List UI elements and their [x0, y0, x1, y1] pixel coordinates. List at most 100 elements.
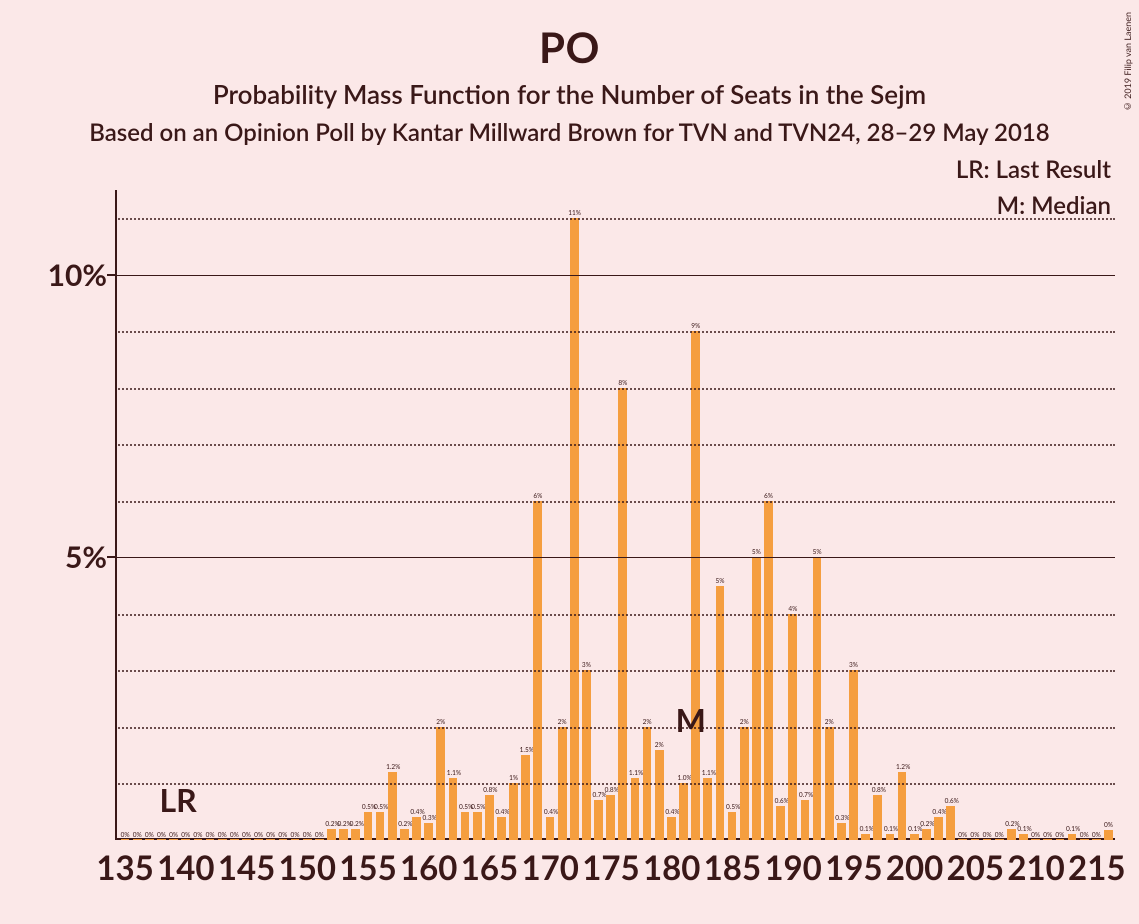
bar-slot: 0.8% [872, 190, 884, 840]
bar [339, 829, 348, 840]
bar-value-label: 0% [1102, 822, 1114, 829]
bar-value-label: 1.2% [386, 764, 398, 771]
bar-value-label: 0.1% [884, 826, 896, 833]
bar-slot: 0% [1090, 190, 1102, 840]
bar-slot: 0.6% [945, 190, 957, 840]
bar-slot: 0.5% [471, 190, 483, 840]
bar [691, 331, 700, 840]
bar [121, 839, 130, 840]
bar-value-label: 1.5% [520, 747, 532, 754]
bar-value-label: 0.6% [945, 798, 957, 805]
bar [983, 839, 992, 840]
bar-value-label: 5% [714, 578, 726, 585]
bar-value-label: 6% [532, 493, 544, 500]
bar-value-label: 0% [119, 832, 131, 839]
y-tick-label: 5% [65, 539, 107, 575]
bar [801, 800, 810, 840]
x-tick-label: 205 [947, 848, 1004, 888]
bar-slot: 4% [787, 190, 799, 840]
bar-slot: 0.5% [362, 190, 374, 840]
bar-slot: 0% [180, 190, 192, 840]
bar-slot: 6% [532, 190, 544, 840]
bar-value-label: 0.7% [799, 792, 811, 799]
bar-slot: 0.2% [338, 190, 350, 840]
bar-value-label: 0% [1042, 832, 1054, 839]
gridline-minor [115, 388, 1115, 390]
bar-value-label: 0% [192, 832, 204, 839]
bar-value-label: 2% [641, 719, 653, 726]
bar [351, 829, 360, 840]
x-tick-label: 165 [461, 848, 518, 888]
bar-value-label: 0% [301, 832, 313, 839]
bar-slot: 0% [1054, 190, 1066, 840]
bar-slot: 2% [435, 190, 447, 840]
bar-slot: 0% [155, 190, 167, 840]
bar-slot: 0% [240, 190, 252, 840]
bar-value-label: 4% [787, 606, 799, 613]
gridline-minor [115, 444, 1115, 446]
gridline-major [115, 275, 1115, 276]
bar [509, 783, 518, 840]
bar-slot: 1% [508, 190, 520, 840]
bar-slot: 0% [131, 190, 143, 840]
bar [546, 817, 555, 840]
bar-value-label: 0% [168, 832, 180, 839]
bar-value-label: 2% [738, 719, 750, 726]
bar-slot: 0.1% [1066, 190, 1078, 840]
bar [497, 817, 506, 840]
bar [266, 839, 275, 840]
bar-value-label: 0.7% [592, 792, 604, 799]
bar-slot: 0.1% [1017, 190, 1029, 840]
bar-slot: 0.5% [459, 190, 471, 840]
bar [1007, 829, 1016, 840]
bar-value-label: 0% [957, 832, 969, 839]
bar [291, 839, 300, 840]
bar [1019, 834, 1028, 840]
x-tick-label: 180 [643, 848, 700, 888]
bar-slot: 0.2% [920, 190, 932, 840]
x-tick-label: 195 [825, 848, 882, 888]
bar [886, 834, 895, 840]
bar-slot: 0.1% [884, 190, 896, 840]
gridline-major [115, 557, 1115, 558]
bar-value-label: 1.0% [677, 775, 689, 782]
bar-value-label: 3% [580, 662, 592, 669]
x-tick-label: 215 [1068, 848, 1125, 888]
bar [449, 778, 458, 840]
bar-value-label: 0% [240, 832, 252, 839]
x-tick-label: 185 [704, 848, 761, 888]
gridline-minor [115, 218, 1115, 220]
bar-value-label: 0.4% [495, 809, 507, 816]
bar-slot: 0% [301, 190, 313, 840]
bar [1080, 839, 1089, 840]
bar-value-label: 1.2% [896, 764, 908, 771]
bar-value-label: 0.4% [932, 809, 944, 816]
bar-value-label: 0.6% [775, 798, 787, 805]
bar [716, 586, 725, 840]
bar-value-label: 8% [617, 380, 629, 387]
bar [473, 812, 482, 840]
bar [776, 806, 785, 840]
bar [861, 834, 870, 840]
y-tick-mark [107, 274, 115, 276]
bar [958, 839, 967, 840]
bar [898, 772, 907, 840]
legend-lr: LR: Last Result [956, 152, 1111, 188]
bar-slot: 9% [690, 190, 702, 840]
bar-value-label: 0.1% [1066, 826, 1078, 833]
bar [303, 839, 312, 840]
bar [667, 817, 676, 840]
bar-value-label: 0.3% [835, 815, 847, 822]
x-tick-label: 190 [764, 848, 821, 888]
bar-value-label: 2% [823, 719, 835, 726]
x-tick-label: 140 [157, 848, 214, 888]
bar-slot: 11% [568, 190, 580, 840]
bar-value-label: 2% [653, 742, 665, 749]
bar [1092, 839, 1101, 840]
bar-slot: 0.6% [775, 190, 787, 840]
lr-marker: LR [160, 780, 197, 819]
bar-slot: 1.2% [896, 190, 908, 840]
bar-slot: 2% [556, 190, 568, 840]
bar-value-label: 0% [216, 832, 228, 839]
bar-value-label: 0% [180, 832, 192, 839]
